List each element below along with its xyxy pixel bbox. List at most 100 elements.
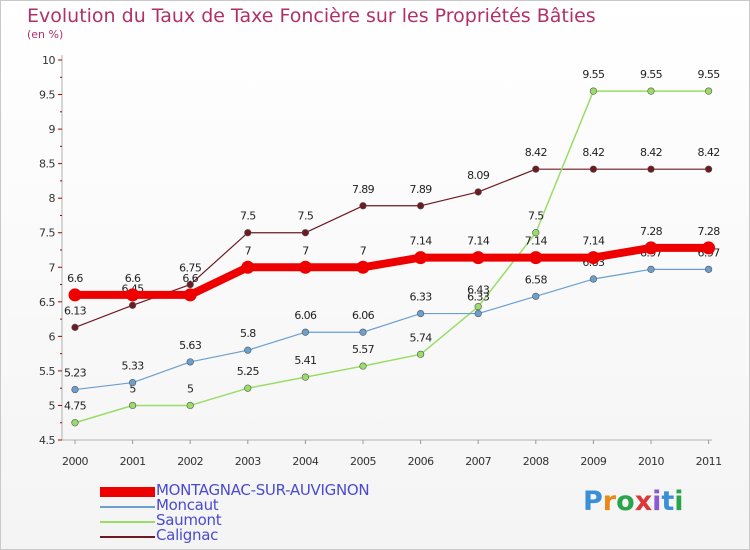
x-tick-label: 2010	[638, 455, 664, 468]
data-point-calignac	[359, 202, 367, 210]
y-tick-label: 8	[49, 192, 56, 205]
data-point-calignac	[474, 188, 482, 196]
data-label-montagnac-sur-auvignon: 6.6	[182, 272, 198, 285]
data-label-saumont: 7.5	[528, 210, 544, 223]
data-point-moncaut	[704, 265, 713, 273]
data-label-montagnac-sur-auvignon: 6.6	[125, 272, 141, 285]
data-label-montagnac-sur-auvignon: 7	[245, 244, 252, 257]
data-label-montagnac-sur-auvignon: 7.28	[698, 225, 721, 238]
legend-label: Saumont	[156, 511, 222, 529]
x-tick-label: 2002	[177, 455, 203, 468]
data-label-moncaut: 6.33	[467, 291, 490, 304]
data-label-saumont: 5.41	[294, 354, 316, 367]
data-point-calignac	[71, 323, 79, 331]
data-point-montagnac-sur-auvignon	[298, 260, 312, 274]
data-label-montagnac-sur-auvignon: 7.14	[467, 235, 490, 248]
legend-label: Moncaut	[156, 496, 219, 514]
legend-item: Calignac	[100, 526, 430, 544]
data-label-saumont: 5.25	[237, 365, 260, 378]
data-label-moncaut: 5.63	[179, 339, 202, 352]
data-label-calignac: 7.5	[240, 210, 256, 223]
data-point-saumont	[474, 303, 482, 311]
data-point-moncaut	[244, 346, 252, 354]
data-point-montagnac-sur-auvignon	[414, 251, 428, 265]
data-point-saumont	[301, 373, 310, 381]
data-point-moncaut	[532, 292, 540, 300]
y-tick-label: 7.5	[39, 227, 55, 240]
data-point-saumont	[244, 384, 252, 392]
data-label-calignac: 7.89	[410, 183, 433, 196]
brand-letter: P	[583, 486, 603, 517]
data-label-montagnac-sur-auvignon: 7.14	[410, 235, 433, 248]
x-tick-label: 2003	[235, 455, 261, 468]
data-point-calignac	[244, 229, 252, 237]
y-tick-label: 4.5	[39, 434, 55, 447]
data-label-montagnac-sur-auvignon: 7.14	[525, 235, 548, 248]
data-point-montagnac-sur-auvignon	[702, 241, 716, 255]
y-tick-label: 6	[49, 330, 56, 343]
data-label-calignac: 7.5	[298, 210, 314, 223]
data-point-moncaut	[474, 309, 482, 318]
legend-swatch	[100, 506, 155, 508]
data-label-moncaut: 5.8	[240, 327, 256, 340]
data-label-montagnac-sur-auvignon: 7.14	[582, 235, 605, 248]
data-label-saumont: 6.43	[467, 284, 490, 297]
brand-letter: t	[661, 486, 675, 517]
data-point-saumont	[532, 229, 540, 237]
x-tick-label: 2009	[580, 455, 606, 468]
legend-item: Saumont	[100, 511, 430, 529]
data-label-montagnac-sur-auvignon: 6.6	[67, 272, 83, 285]
data-point-moncaut	[129, 379, 137, 387]
series-line-moncaut	[74, 268, 710, 391]
data-point-saumont	[129, 401, 137, 410]
y-tick-label: 9.5	[39, 89, 55, 102]
data-point-moncaut	[589, 275, 598, 283]
series-line-saumont	[74, 90, 710, 424]
data-point-montagnac-sur-auvignon	[241, 260, 255, 274]
legend-swatch	[100, 487, 155, 497]
data-point-saumont	[359, 362, 367, 370]
brand-letter: i	[674, 486, 684, 517]
brand-logo: Proxiti	[583, 486, 684, 517]
data-label-saumont: 5	[187, 382, 194, 395]
data-point-calignac	[532, 165, 540, 173]
data-point-saumont	[71, 419, 79, 427]
data-point-montagnac-sur-auvignon	[529, 251, 543, 265]
data-label-moncaut: 6.58	[525, 273, 548, 286]
data-label-calignac: 6.75	[179, 262, 202, 275]
legend-item: MONTAGNAC-SUR-AUVIGNON	[100, 481, 430, 499]
legend: MONTAGNAC-SUR-AUVIGNON Moncaut Saumont Cali…	[100, 481, 430, 544]
data-point-calignac	[589, 165, 598, 173]
data-label-saumont: 4.75	[64, 400, 87, 413]
data-point-moncaut	[417, 309, 425, 318]
data-point-saumont	[704, 87, 713, 95]
data-label-moncaut: 6.06	[352, 309, 375, 322]
data-point-saumont	[647, 87, 655, 95]
data-point-calignac	[129, 301, 137, 309]
x-tick-label: 2001	[120, 455, 146, 468]
legend-item: Moncaut	[100, 496, 430, 514]
data-label-calignac: 8.09	[467, 169, 490, 182]
series-line-calignac	[74, 168, 710, 328]
data-point-saumont	[186, 401, 194, 410]
brand-letter: i	[652, 486, 662, 517]
chart-subtitle: (en %)	[27, 28, 64, 41]
y-tick-label: 8.5	[39, 158, 55, 171]
data-label-moncaut: 6.06	[294, 309, 317, 322]
data-point-moncaut	[359, 328, 367, 336]
x-tick-label: 2011	[696, 455, 722, 468]
data-label-moncaut: 6.33	[410, 291, 433, 304]
data-label-calignac: 8.42	[525, 146, 547, 159]
data-point-montagnac-sur-auvignon	[471, 251, 485, 265]
x-tick-label: 2007	[465, 455, 491, 468]
data-point-calignac	[647, 165, 655, 173]
x-tick-label: 2008	[523, 455, 549, 468]
x-tick-label: 2000	[62, 455, 88, 468]
data-point-moncaut	[647, 265, 655, 273]
data-point-calignac	[417, 202, 425, 210]
data-label-calignac: 8.42	[640, 146, 662, 159]
data-label-moncaut: 5.23	[64, 367, 87, 380]
data-label-calignac: 8.42	[698, 146, 720, 159]
data-label-montagnac-sur-auvignon: 7	[302, 244, 309, 257]
